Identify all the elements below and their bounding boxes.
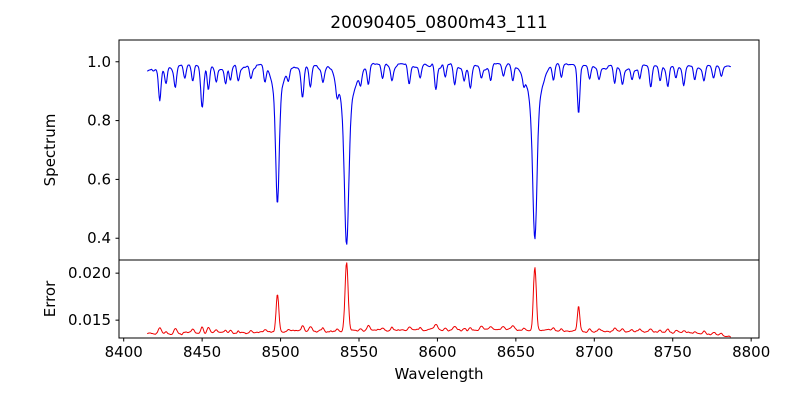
x-tick-label: 8450: [183, 343, 221, 361]
spectrum-y-tick-label: 0.8: [87, 112, 111, 130]
error-y-tick-label: 0.020: [68, 264, 111, 282]
x-tick-label: 8650: [497, 343, 535, 361]
chart-title: 20090405_0800m43_111: [330, 13, 548, 33]
spectrum-y-tick-label: 1.0: [87, 53, 111, 71]
error-y-axis-label: Error: [41, 280, 59, 318]
error-line: [147, 262, 732, 338]
x-tick-label: 8400: [105, 343, 143, 361]
x-tick-label: 8700: [575, 343, 613, 361]
x-tick-label: 8800: [732, 343, 770, 361]
error-y-tick-label: 0.015: [68, 311, 111, 329]
x-tick-label: 8750: [654, 343, 692, 361]
spectrum-line: [146, 62, 731, 245]
x-tick-label: 8500: [261, 343, 299, 361]
x-tick-label: 8550: [340, 343, 378, 361]
spectrum-y-tick-label: 0.6: [87, 170, 111, 188]
spectrum-y-tick-label: 0.4: [87, 229, 111, 247]
x-tick-label: 8600: [418, 343, 456, 361]
error-axes-frame: [118, 259, 760, 339]
x-axis-label: Wavelength: [394, 365, 484, 383]
spectrum-y-axis-label: Spectrum: [41, 113, 59, 187]
